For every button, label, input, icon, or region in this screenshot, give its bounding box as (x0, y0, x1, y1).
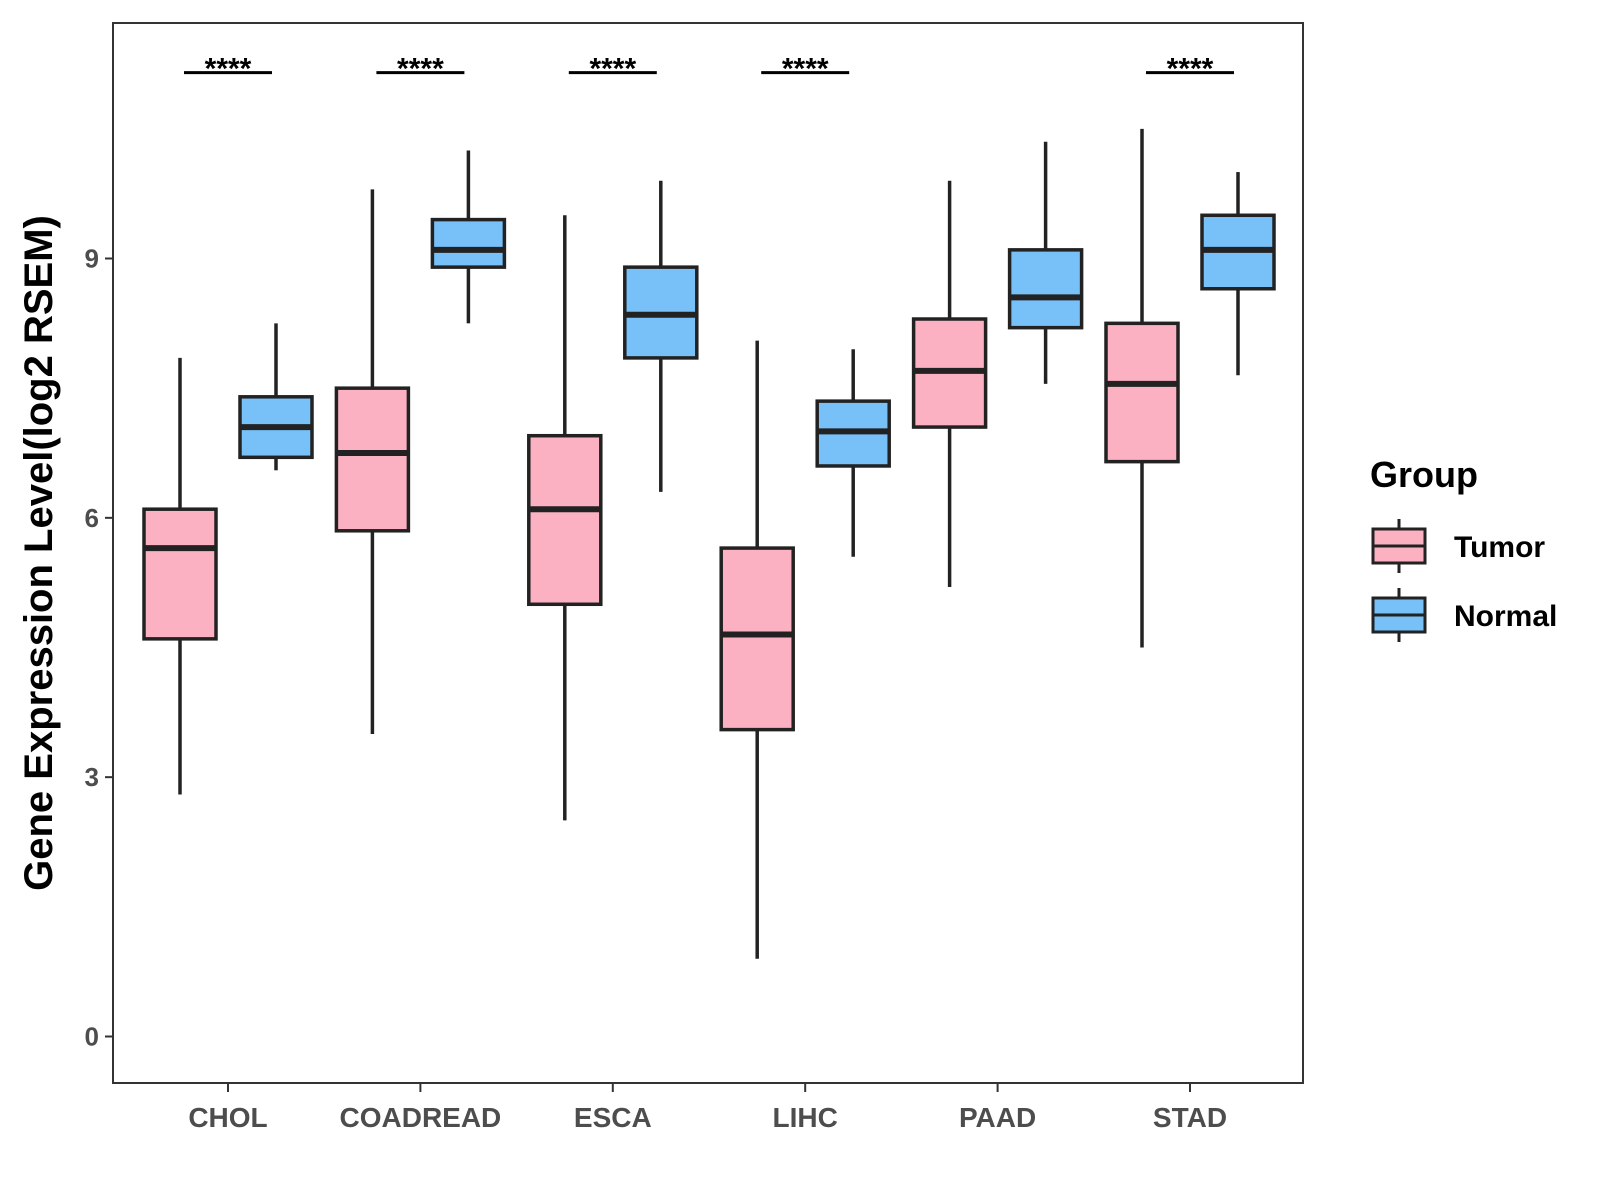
box-series (142, 128, 1276, 959)
significance-annotations: **** **** **** **** **** (184, 53, 1234, 86)
box-tumor-chol (142, 357, 218, 795)
x-tick-label: CHOL (188, 1102, 267, 1133)
significance-label: **** (205, 53, 252, 86)
y-tick-label: 3 (85, 762, 99, 792)
significance-label: **** (1167, 53, 1214, 86)
box-body (334, 386, 411, 533)
legend-item-normal: Normal (1371, 588, 1557, 642)
y-tick-label: 9 (85, 244, 99, 274)
legend-label: Normal (1454, 600, 1557, 633)
box-normal-coadread (430, 150, 507, 324)
box-body (527, 433, 603, 607)
box-body (430, 217, 507, 269)
x-tick-label: LIHC (773, 1102, 838, 1133)
x-tick-label: COADREAD (340, 1102, 502, 1133)
box-body (142, 507, 218, 641)
significance-label: **** (397, 53, 444, 86)
box-normal-stad (1200, 172, 1276, 376)
box-normal-paad (1007, 141, 1084, 384)
significance-label: **** (589, 53, 636, 86)
box-body (1007, 248, 1084, 330)
significance-label: **** (782, 53, 829, 86)
y-axis: 0 3 6 9 (85, 244, 113, 1052)
x-tick-label: PAAD (959, 1102, 1036, 1133)
x-axis: CHOL COADREAD ESCA LIHC PAAD STAD (188, 1083, 1227, 1133)
y-tick-label: 0 (85, 1022, 99, 1052)
box-body (719, 546, 795, 732)
box-tumor-esca (527, 215, 603, 821)
legend-title: Group (1370, 454, 1478, 495)
legend: Group Tumor Normal (1370, 454, 1557, 642)
x-tick-label: ESCA (574, 1102, 652, 1133)
box-body (1104, 321, 1180, 464)
box-normal-esca (623, 180, 699, 492)
x-tick-label: STAD (1153, 1102, 1227, 1133)
legend-label: Tumor (1454, 531, 1545, 564)
box-tumor-stad (1104, 128, 1180, 648)
box-tumor-coadread (334, 189, 411, 734)
box-tumor-paad (911, 180, 988, 587)
box-tumor-lihc (719, 340, 795, 959)
plot-panel-border (112, 22, 1304, 1084)
y-axis-title: Gene Expression Level(log2 RSEM) (17, 215, 61, 891)
y-tick-label: 6 (85, 503, 99, 533)
box-normal-lihc (815, 349, 891, 557)
box-normal-chol (238, 323, 314, 471)
legend-item-tumor: Tumor (1371, 519, 1545, 573)
